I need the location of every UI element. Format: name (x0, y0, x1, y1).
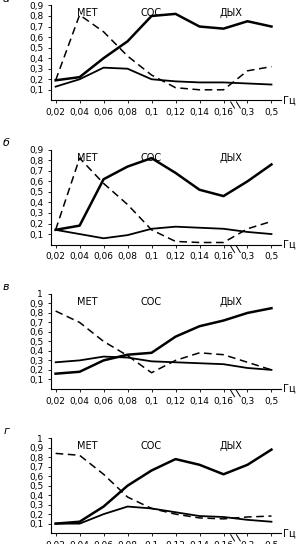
Text: МЕТ: МЕТ (77, 441, 97, 451)
Text: ДЫХ: ДЫХ (219, 8, 242, 18)
Text: Гц: Гц (283, 528, 296, 538)
Text: СОС: СОС (141, 297, 162, 307)
Text: МЕТ: МЕТ (77, 152, 97, 163)
Text: в: в (3, 282, 9, 292)
Text: г: г (4, 426, 9, 436)
Text: Гц: Гц (283, 95, 296, 106)
Text: Гц: Гц (283, 384, 296, 394)
Text: СОС: СОС (141, 8, 162, 18)
Text: б: б (2, 138, 9, 148)
Text: Гц: Гц (283, 239, 296, 250)
Text: МЕТ: МЕТ (77, 8, 97, 18)
Text: ДЫХ: ДЫХ (219, 441, 242, 451)
Text: СОС: СОС (141, 152, 162, 163)
Text: ДЫХ: ДЫХ (219, 152, 242, 163)
Text: МЕТ: МЕТ (77, 297, 97, 307)
Text: а: а (2, 0, 9, 4)
Text: СОС: СОС (141, 441, 162, 451)
Text: ДЫХ: ДЫХ (219, 297, 242, 307)
